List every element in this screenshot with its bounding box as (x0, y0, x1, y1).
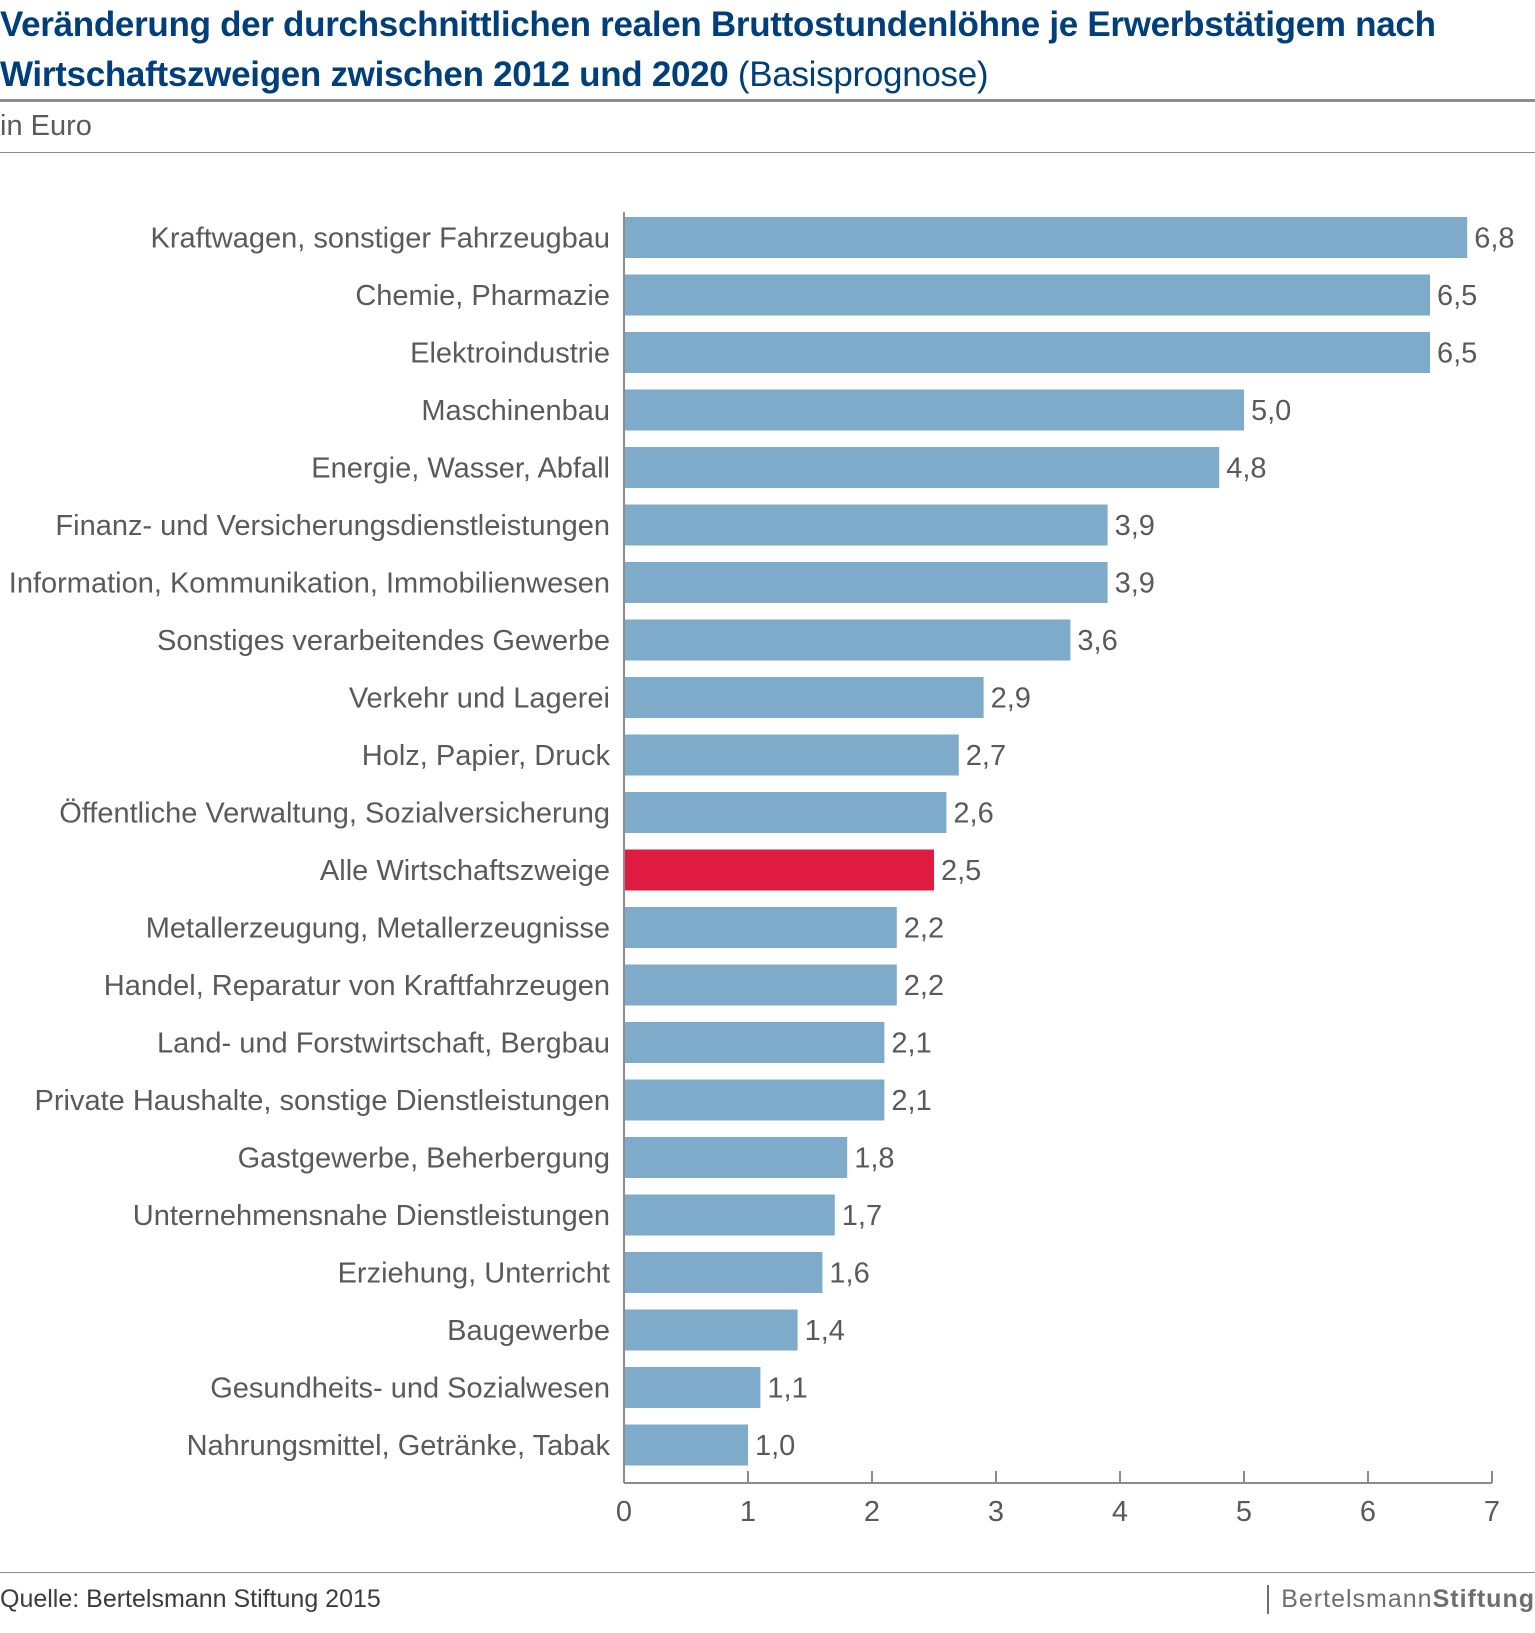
category-label: Erziehung, Unterricht (338, 1258, 610, 1290)
data-label: 1,0 (755, 1430, 795, 1462)
bar (624, 447, 1220, 488)
category-label: Gesundheits- und Sozialwesen (210, 1373, 610, 1405)
x-tick-label: 4 (1112, 1496, 1128, 1528)
category-label: Nahrungsmittel, Getränke, Tabak (187, 1430, 611, 1462)
bar-chart: Kraftwagen, sonstiger Fahrzeugbau 6,8 Chem… (9, 212, 1515, 1528)
x-tick-label: 5 (1236, 1496, 1252, 1528)
category-label: Unternehmensnahe Dienstleistungen (133, 1200, 610, 1232)
bar (624, 964, 897, 1006)
chart-title-suffix: (Basisprognose) (737, 55, 989, 94)
category-label: Holz, Papier, Druck (362, 740, 611, 772)
title-divider (0, 99, 1535, 102)
x-tick-label: 1 (740, 1496, 756, 1528)
brand-logo: BertelsmannStiftung (1267, 1585, 1535, 1614)
data-label: 2,5 (941, 855, 981, 887)
bar (624, 389, 1244, 431)
bar (624, 734, 959, 776)
data-label: 3,6 (1077, 625, 1117, 657)
bar (624, 1252, 823, 1293)
source-note: Quelle: Bertelsmann Stiftung 2015 (0, 1585, 381, 1613)
category-label: Verkehr und Lagerei (349, 683, 610, 715)
category-label: Information, Kommunikation, Immobilienwe… (9, 568, 610, 600)
category-label: Energie, Wasser, Abfall (311, 453, 610, 485)
x-tick-label: 0 (616, 1496, 632, 1528)
brand-bold: Stiftung (1432, 1585, 1535, 1613)
data-label: 5,0 (1251, 395, 1291, 427)
data-label: 2,6 (953, 798, 993, 830)
bar (624, 1079, 885, 1121)
bar (624, 562, 1108, 603)
bar (624, 1367, 761, 1408)
category-label: Sonstiges verarbeitendes Gewerbe (157, 625, 610, 657)
chart-title: Veränderung der durchschnittlichen reale… (0, 0, 1510, 100)
footer-divider (0, 1572, 1535, 1573)
x-tick-label: 3 (988, 1496, 1004, 1528)
data-label: 1,7 (842, 1200, 882, 1232)
x-tick-label: 2 (864, 1496, 880, 1528)
category-label: Land- und Forstwirtschaft, Bergbau (157, 1028, 610, 1060)
category-label: Kraftwagen, sonstiger Fahrzeugbau (151, 223, 610, 255)
data-label: 2,2 (904, 970, 944, 1002)
data-label: 6,5 (1437, 338, 1477, 370)
data-label: 6,8 (1474, 223, 1514, 255)
x-tick-label: 7 (1484, 1496, 1500, 1528)
data-label: 2,1 (891, 1028, 931, 1060)
bar (624, 907, 897, 948)
category-label: Chemie, Pharmazie (355, 280, 610, 312)
data-label: 1,8 (854, 1143, 894, 1175)
category-label: Baugewerbe (447, 1315, 610, 1347)
bar (624, 332, 1430, 373)
bar (624, 504, 1108, 546)
data-label: 1,4 (805, 1315, 845, 1347)
bar (624, 274, 1430, 316)
unit-divider (0, 152, 1535, 153)
category-label: Alle Wirtschaftszweige (320, 855, 610, 887)
data-label: 2,9 (991, 683, 1031, 715)
data-label: 6,5 (1437, 280, 1477, 312)
category-label: Gastgewerbe, Beherbergung (238, 1143, 610, 1175)
data-label: 2,1 (891, 1085, 931, 1117)
category-label: Finanz- und Versicherungsdienstleistunge… (55, 510, 610, 542)
category-label: Elektroindustrie (410, 338, 610, 370)
bar (624, 792, 947, 833)
category-label: Metallerzeugung, Metallerzeugnisse (146, 913, 610, 945)
bar (624, 1194, 835, 1236)
data-label: 2,7 (966, 740, 1006, 772)
category-label: Handel, Reparatur von Kraftfahrzeugen (104, 970, 610, 1002)
bar (624, 1424, 748, 1466)
data-label: 2,2 (904, 913, 944, 945)
bar (624, 1137, 848, 1178)
bar (624, 677, 984, 718)
unit-label: in Euro (0, 110, 92, 142)
bar (624, 849, 934, 891)
x-tick-label: 6 (1360, 1496, 1376, 1528)
category-label: Maschinenbau (421, 395, 610, 427)
data-label: 1,6 (829, 1258, 869, 1290)
data-label: 4,8 (1226, 453, 1266, 485)
data-label: 1,1 (767, 1373, 807, 1405)
chart-title-main: Veränderung der durchschnittlichen reale… (0, 5, 1436, 94)
bar (624, 1309, 798, 1351)
category-label: Öffentliche Verwaltung, Sozialversicheru… (59, 798, 610, 830)
bar (624, 217, 1468, 258)
bar (624, 619, 1071, 661)
data-label: 3,9 (1115, 568, 1155, 600)
bar (624, 1022, 885, 1063)
data-label: 3,9 (1115, 510, 1155, 542)
brand-light: Bertelsmann (1281, 1585, 1433, 1613)
category-label: Private Haushalte, sonstige Dienstleistu… (35, 1085, 611, 1117)
